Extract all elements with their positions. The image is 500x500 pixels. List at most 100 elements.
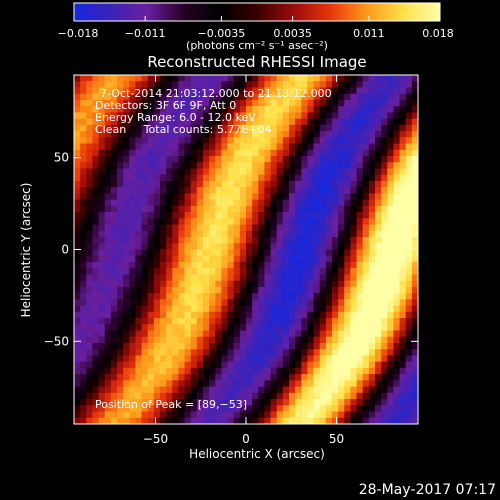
heatmap-cell xyxy=(399,261,407,269)
heatmap-cell xyxy=(264,311,272,319)
heatmap-cell xyxy=(190,224,198,232)
heatmap-cell xyxy=(147,392,155,400)
heatmap-cell xyxy=(110,274,118,282)
heatmap-cell xyxy=(368,149,376,157)
heatmap-cell xyxy=(338,274,345,282)
heatmap-cell xyxy=(356,367,364,375)
heatmap-cell xyxy=(190,124,198,132)
heatmap-cell xyxy=(209,224,216,232)
heatmap-cell xyxy=(117,280,124,288)
heatmap-cell xyxy=(307,112,315,120)
heatmap-cell xyxy=(258,224,266,232)
heatmap-cell xyxy=(129,361,137,369)
heatmap-cell xyxy=(178,174,186,182)
heatmap-cell xyxy=(117,118,124,126)
heatmap-cell xyxy=(350,230,358,238)
heatmap-cell xyxy=(227,330,235,338)
heatmap-cell xyxy=(98,87,106,95)
heatmap-cell xyxy=(184,361,192,369)
heatmap-cell xyxy=(411,93,418,101)
heatmap-cell xyxy=(325,237,333,244)
heatmap-cell xyxy=(80,99,87,107)
heatmap-cell xyxy=(178,255,186,263)
heatmap-cell xyxy=(405,124,413,132)
heatmap-cell xyxy=(209,286,216,294)
heatmap-cell xyxy=(252,243,259,251)
heatmap-cell xyxy=(221,249,229,257)
heatmap-cell xyxy=(233,75,241,82)
heatmap-cell xyxy=(239,187,247,195)
heatmap-cell xyxy=(135,205,143,213)
heatmap-cell xyxy=(276,224,284,232)
heatmap-cell xyxy=(276,199,284,207)
heatmap-cell xyxy=(295,143,302,151)
heatmap-cell xyxy=(276,180,284,188)
heatmap-cell xyxy=(252,106,259,113)
heatmap-cell xyxy=(325,286,333,294)
heatmap-cell xyxy=(196,75,204,82)
heatmap-cell xyxy=(313,81,321,89)
heatmap-cell xyxy=(178,330,186,338)
heatmap-cell xyxy=(276,162,284,170)
heatmap-cell xyxy=(172,118,180,126)
heatmap-cell xyxy=(153,374,161,381)
heatmap-cell xyxy=(166,280,173,288)
heatmap-cell xyxy=(282,299,290,307)
heatmap-cell xyxy=(387,143,395,151)
heatmap-cell xyxy=(258,93,266,101)
heatmap-cell xyxy=(264,243,272,251)
heatmap-cell xyxy=(98,249,106,257)
heatmap-cell xyxy=(215,355,223,363)
heatmap-cell xyxy=(246,417,253,424)
heatmap-cell xyxy=(160,361,167,369)
heatmap-cell xyxy=(405,87,413,95)
heatmap-cell xyxy=(264,81,272,89)
heatmap-cell xyxy=(270,237,278,244)
heatmap-cell xyxy=(129,243,137,251)
heatmap-cell xyxy=(362,342,370,350)
heatmap-cell xyxy=(319,355,327,363)
heatmap-cell xyxy=(350,87,358,95)
heatmap-cell xyxy=(123,392,130,400)
heatmap-cell xyxy=(184,261,192,269)
heatmap-cell xyxy=(325,199,333,207)
heatmap-cell xyxy=(166,237,173,244)
heatmap-cell xyxy=(178,318,186,325)
heatmap-cell xyxy=(153,230,161,238)
heatmap-cell xyxy=(368,137,376,145)
heatmap-cell xyxy=(227,93,235,101)
heatmap-cell xyxy=(123,124,130,132)
heatmap-cell xyxy=(289,118,296,126)
heatmap-cell xyxy=(387,249,395,257)
heatmap-cell xyxy=(313,255,321,263)
heatmap-cell xyxy=(258,118,266,126)
heatmap-cell xyxy=(92,162,100,170)
heatmap-cell xyxy=(282,274,290,282)
heatmap-cell xyxy=(117,199,124,207)
heatmap-cell xyxy=(301,143,309,151)
heatmap-cell xyxy=(239,143,247,151)
heatmap-cell xyxy=(332,249,339,257)
heatmap-cell xyxy=(190,280,198,288)
heatmap-cell xyxy=(98,187,106,195)
heatmap-cell xyxy=(295,405,302,413)
heatmap-cell xyxy=(325,156,333,163)
heatmap-cell xyxy=(276,149,284,157)
heatmap-cell xyxy=(135,386,143,394)
heatmap-cell xyxy=(264,405,272,413)
heatmap-cell xyxy=(307,143,315,151)
heatmap-cell xyxy=(301,237,309,244)
heatmap-cell xyxy=(184,224,192,232)
heatmap-cell xyxy=(350,417,358,424)
heatmap-cell xyxy=(239,374,247,381)
heatmap-cell xyxy=(209,299,216,307)
heatmap-cell xyxy=(160,293,167,300)
heatmap-cell xyxy=(80,93,87,101)
heatmap-cell xyxy=(147,399,155,406)
heatmap-cell xyxy=(350,399,358,406)
heatmap-cell xyxy=(289,218,296,226)
heatmap-cell xyxy=(350,411,358,419)
heatmap-cell xyxy=(393,324,401,332)
heatmap-cell xyxy=(233,324,241,332)
heatmap-cell xyxy=(313,268,321,276)
